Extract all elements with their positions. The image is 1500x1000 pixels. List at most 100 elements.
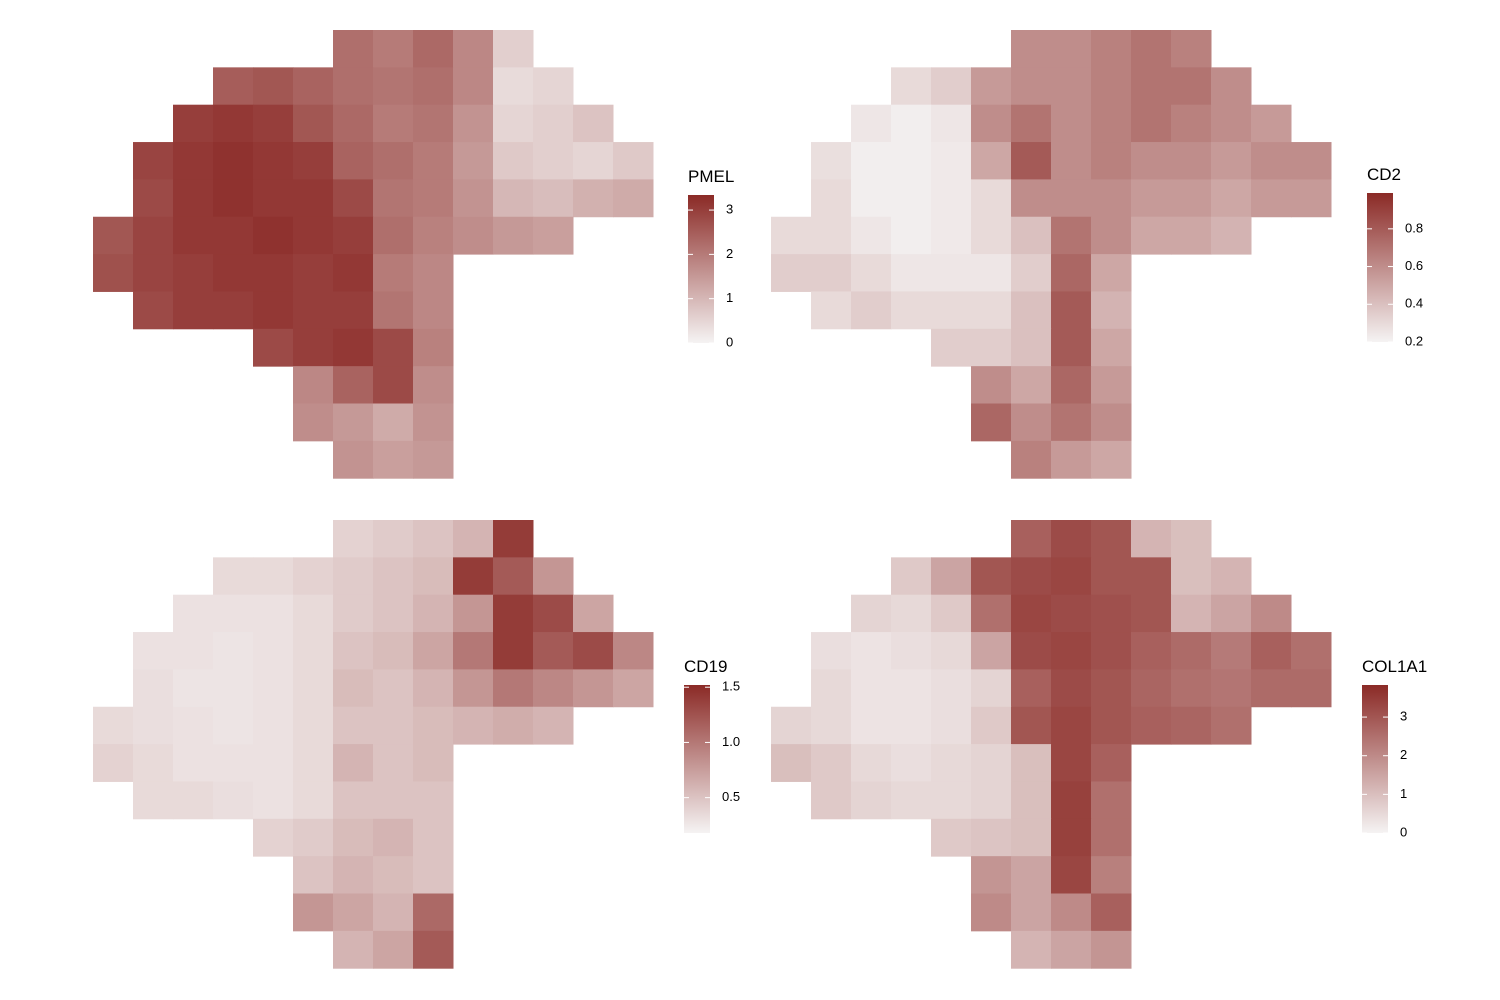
tile xyxy=(1051,67,1092,106)
tile xyxy=(1091,104,1132,143)
tile xyxy=(1131,30,1172,68)
tile xyxy=(1051,594,1092,633)
tile xyxy=(1051,366,1092,404)
tile xyxy=(173,744,214,782)
tile xyxy=(253,328,294,367)
tile xyxy=(293,104,334,143)
tile xyxy=(533,179,574,218)
tile xyxy=(453,104,494,143)
tile xyxy=(1131,669,1172,708)
colorbar-tick-label: 0.8 xyxy=(1405,220,1423,235)
tile xyxy=(213,557,254,596)
tile xyxy=(1091,781,1132,820)
colorbar-tick-label: 1 xyxy=(726,290,733,305)
tile xyxy=(173,594,214,633)
tile xyxy=(373,403,414,442)
tile xyxy=(971,632,1012,670)
tile xyxy=(1211,67,1252,106)
tile xyxy=(453,557,494,596)
tile xyxy=(413,403,454,442)
tile xyxy=(1051,179,1092,218)
tile xyxy=(1091,594,1132,633)
tile xyxy=(333,403,374,442)
tile xyxy=(373,706,414,745)
tile xyxy=(811,669,852,708)
tile xyxy=(453,669,494,708)
tile xyxy=(173,669,214,708)
tile xyxy=(413,216,454,255)
tile xyxy=(333,594,374,633)
tile xyxy=(1291,669,1332,708)
tile xyxy=(1251,594,1292,633)
tile xyxy=(573,632,614,670)
colorbar-tick-label: 0 xyxy=(726,334,733,349)
colorbar-tick-label: 0 xyxy=(1400,824,1407,839)
tile xyxy=(493,104,534,143)
tile xyxy=(1131,632,1172,670)
tile xyxy=(413,781,454,820)
tile xyxy=(1011,557,1052,596)
tile xyxy=(293,291,334,330)
tile xyxy=(1171,30,1212,68)
tile xyxy=(133,781,174,820)
tile xyxy=(613,632,654,670)
tile xyxy=(1091,440,1132,479)
tile xyxy=(93,744,134,782)
tile xyxy=(533,706,574,745)
tile xyxy=(213,216,254,255)
tile xyxy=(453,706,494,745)
tile xyxy=(851,632,892,670)
tile xyxy=(1011,930,1052,969)
tile xyxy=(851,744,892,782)
tile xyxy=(1011,744,1052,782)
tile xyxy=(333,440,374,479)
tile xyxy=(1011,520,1052,558)
tile xyxy=(413,440,454,479)
tile xyxy=(891,669,932,708)
tile xyxy=(293,216,334,255)
tile xyxy=(373,669,414,708)
tile xyxy=(213,142,254,180)
tile xyxy=(851,104,892,143)
tile xyxy=(1131,179,1172,218)
tile xyxy=(811,781,852,820)
tile xyxy=(213,254,254,292)
tile xyxy=(173,291,214,330)
tile xyxy=(293,594,334,633)
tile xyxy=(931,744,972,782)
tile xyxy=(493,216,534,255)
tile xyxy=(1211,557,1252,596)
tile xyxy=(1171,706,1212,745)
tile xyxy=(1011,594,1052,633)
tile xyxy=(851,706,892,745)
tile xyxy=(333,254,374,292)
tile xyxy=(1091,403,1132,442)
tile xyxy=(533,557,574,596)
tile xyxy=(971,706,1012,745)
tile xyxy=(453,594,494,633)
tile xyxy=(1131,706,1172,745)
tile xyxy=(931,254,972,292)
legend-title: COL1A1 xyxy=(1362,657,1427,676)
tile xyxy=(493,67,534,106)
panel: CD2 0.2 0.4 0.6 0.8 xyxy=(771,30,1423,479)
tile xyxy=(1051,818,1092,857)
colorbar-tick-label: 2 xyxy=(726,246,733,261)
tile xyxy=(891,142,932,180)
legend-title: PMEL xyxy=(688,167,734,186)
tile xyxy=(413,328,454,367)
tile xyxy=(1091,216,1132,255)
tile xyxy=(333,179,374,218)
panel: COL1A1 0 1 2 3 xyxy=(771,520,1427,969)
tile xyxy=(1051,520,1092,558)
tile xyxy=(1051,254,1092,292)
tile xyxy=(851,594,892,633)
tile xyxy=(1211,216,1252,255)
tile xyxy=(293,254,334,292)
tile xyxy=(1131,104,1172,143)
tile xyxy=(533,104,574,143)
tile xyxy=(413,893,454,932)
tile xyxy=(1091,856,1132,894)
tile xyxy=(533,632,574,670)
tile xyxy=(1251,632,1292,670)
